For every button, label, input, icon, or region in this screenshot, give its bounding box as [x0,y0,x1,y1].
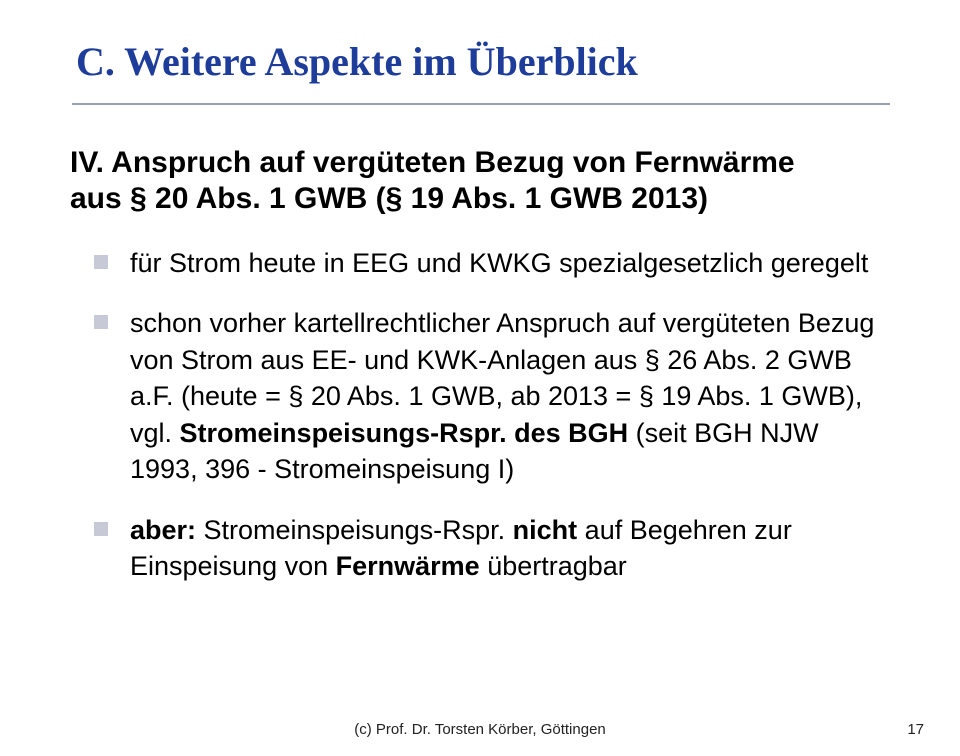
subhead-line-1: IV. Anspruch auf vergüteten Bezug von Fe… [70,146,795,179]
list-item: schon vorher kartellrechtlicher Anspruch… [94,305,890,487]
section-heading: IV. Anspruch auf vergüteten Bezug von Fe… [70,145,890,217]
page-number: 17 [907,721,924,738]
text-bold: aber: [130,515,196,545]
bullet-list: für Strom heute in EEG und KWKG spezialg… [94,245,890,585]
bullet-text: schon vorher kartellrechtlicher Anspruch… [130,305,890,487]
title-rule [72,103,890,105]
slide: C. Weitere Aspekte im Überblick IV. Ansp… [0,0,960,756]
list-item: für Strom heute in EEG und KWKG spezialg… [94,245,890,281]
text-bold: Stromeinspeisungs-Rspr. des BGH [180,418,629,448]
text-bold: Fernwärme [336,551,480,581]
list-item: aber: Stromeinspeisungs-Rspr. nicht auf … [94,512,890,585]
text-bold: nicht [513,515,578,545]
text-run: übertragbar [480,551,627,581]
bullet-square-icon [94,255,108,269]
slide-title: C. Weitere Aspekte im Überblick [76,38,890,85]
bullet-text: für Strom heute in EEG und KWKG spezialg… [130,245,868,281]
subhead-line-2: aus § 20 Abs. 1 GWB (§ 19 Abs. 1 GWB 201… [70,182,708,215]
bullet-text: aber: Stromeinspeisungs-Rspr. nicht auf … [130,512,890,585]
bullet-square-icon [94,315,108,329]
bullet-square-icon [94,522,108,536]
footer-copyright: (c) Prof. Dr. Torsten Körber, Göttingen [0,721,960,738]
text-run: Stromeinspeisungs-Rspr. [196,515,513,545]
